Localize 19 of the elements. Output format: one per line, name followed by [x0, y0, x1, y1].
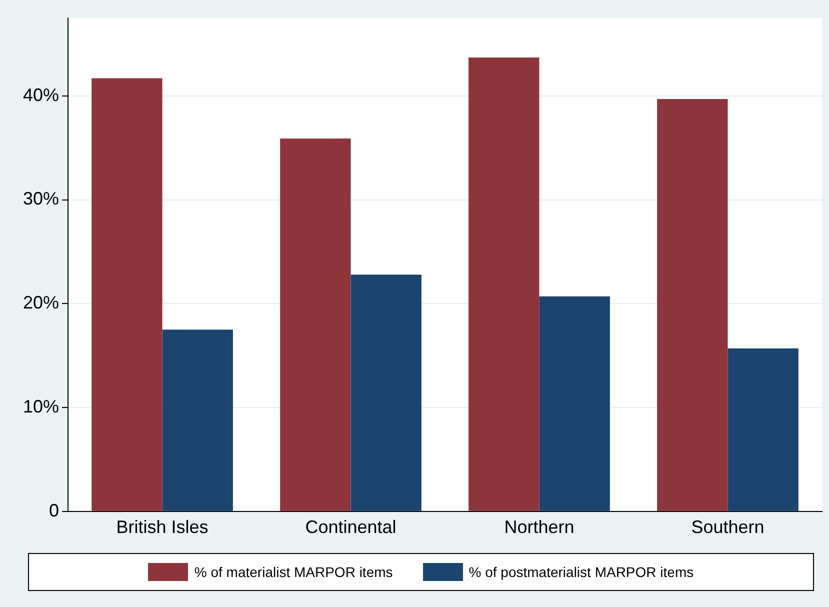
bar [162, 330, 233, 511]
bar [728, 348, 798, 511]
bar [657, 99, 728, 511]
x-tick-label: Southern [691, 517, 764, 538]
x-tick-label: Northern [504, 517, 574, 538]
legend-label: % of postmaterialist MARPOR items [468, 564, 694, 580]
y-tick-label: 20% [22, 292, 60, 313]
bar [350, 274, 422, 511]
bar [280, 138, 351, 511]
legend-label: % of materialist MARPOR items [194, 564, 393, 580]
bar [539, 296, 610, 511]
y-tick-label: 10% [22, 396, 60, 416]
y-tick-label: 0 [49, 500, 60, 520]
y-tick-label: 40% [22, 84, 60, 105]
x-tick-label: Continental [305, 517, 396, 538]
y-tick-label: 30% [22, 188, 60, 209]
x-tick-label: British Isles [116, 517, 208, 538]
bar [92, 78, 162, 511]
bar [468, 57, 540, 511]
